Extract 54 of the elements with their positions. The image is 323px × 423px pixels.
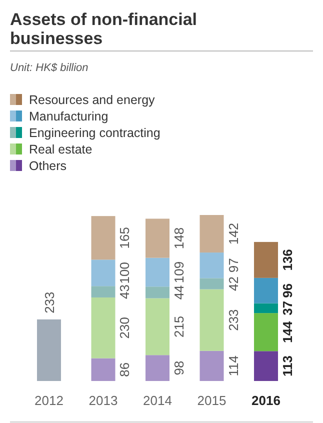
data-label: 86: [117, 362, 132, 377]
bar: [146, 286, 170, 298]
bar: [254, 242, 278, 278]
data-label: 142: [226, 222, 241, 245]
legend-label: Others: [29, 159, 67, 173]
data-label: 113: [280, 356, 296, 377]
x-tick-label: 2013: [88, 393, 118, 408]
x-tick-label: 2016: [252, 393, 280, 408]
data-label: 97: [226, 258, 241, 273]
x-tick-label: 2012: [34, 393, 64, 408]
bar: [146, 218, 170, 258]
legend-label: Real estate: [29, 142, 92, 156]
bar: [254, 351, 278, 381]
bar: [200, 289, 224, 351]
data-label: 230: [117, 317, 132, 339]
bar: [254, 278, 278, 304]
bar: [91, 286, 116, 298]
bar: [200, 278, 224, 290]
data-label: 42: [226, 276, 241, 291]
data-label: 43: [117, 284, 132, 300]
bar: [36, 319, 61, 381]
legend-label: Manufacturing: [29, 110, 108, 124]
legend-label: Engineering contracting: [29, 126, 160, 140]
bar: [91, 358, 116, 381]
data-label: 148: [172, 227, 186, 250]
data-label: 136: [280, 249, 296, 271]
data-label: 37: [280, 300, 296, 316]
bar: [254, 313, 278, 352]
x-tick-label: 2015: [197, 393, 226, 408]
legend-label: Resources and energy: [29, 93, 156, 107]
bar: [91, 297, 116, 358]
bar: [200, 215, 224, 253]
bar: [91, 260, 116, 286]
data-label: 109: [172, 261, 186, 284]
bar: [254, 303, 278, 314]
bar: [146, 258, 170, 287]
data-label: 96: [280, 283, 296, 298]
bar: [146, 298, 170, 356]
data-label: 98: [172, 360, 186, 376]
data-label: 233: [226, 309, 241, 331]
chart-subtitle: Unit: HK$ billion: [10, 62, 88, 74]
data-label: 114: [226, 356, 241, 376]
data-label: 144: [280, 320, 296, 343]
bar: [200, 350, 224, 381]
bar: [146, 355, 170, 381]
bar: [200, 252, 224, 278]
data-label: 44: [172, 285, 186, 300]
bar: [91, 216, 116, 260]
data-label: 165: [117, 227, 132, 249]
data-label: 233: [42, 292, 57, 314]
x-tick-label: 2014: [143, 393, 172, 408]
data-label: 100: [117, 262, 132, 284]
chart-title: Assets of non-financial businesses: [10, 10, 198, 48]
data-label: 215: [172, 316, 186, 338]
